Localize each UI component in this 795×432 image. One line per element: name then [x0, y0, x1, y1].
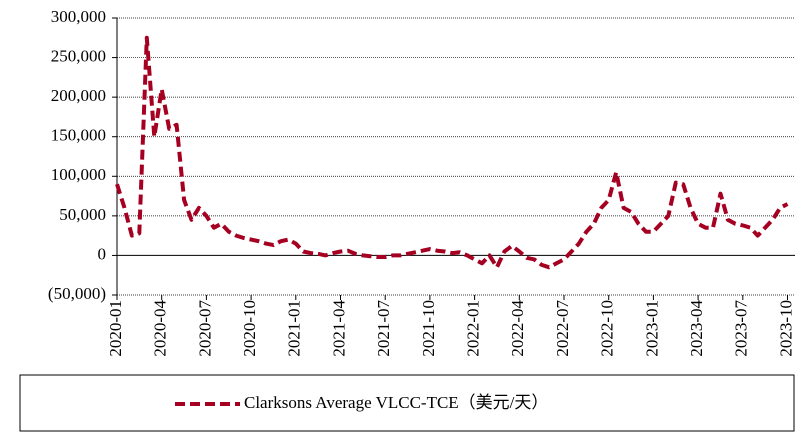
x-tick-label: 2023-10 [776, 300, 795, 357]
legend-label: Clarksons Average VLCC-TCE（美元/天） [244, 393, 548, 412]
x-tick-label: 2021-07 [374, 300, 393, 357]
y-tick-label: 250,000 [51, 46, 106, 65]
x-tick-label: 2020-10 [240, 300, 259, 357]
y-tick-label: 200,000 [51, 86, 106, 105]
series-line [115, 35, 789, 270]
legend-box [19, 374, 795, 432]
y-tick-label: (50,000) [48, 284, 106, 303]
x-tick-label: 2022-01 [464, 300, 483, 357]
x-tick-label: 2020-07 [195, 300, 214, 357]
y-tick-label: 100,000 [51, 165, 106, 184]
x-tick-label: 2022-04 [508, 300, 527, 357]
x-tick-label: 2023-01 [642, 300, 661, 357]
x-tick-label: 2020-01 [106, 300, 125, 357]
x-tick-label: 2022-10 [598, 300, 617, 357]
x-tick-label: 2021-04 [329, 300, 348, 357]
x-tick-label: 2021-01 [285, 300, 304, 357]
x-tick-label: 2022-07 [553, 300, 572, 357]
x-tick-label: 2023-04 [687, 300, 706, 357]
y-tick-label: 0 [98, 244, 107, 263]
y-tick-label: 50,000 [59, 205, 106, 224]
x-tick-label: 2023-07 [732, 300, 751, 357]
x-tick-label: 2021-10 [419, 300, 438, 357]
x-tick-label: 2020-04 [151, 300, 170, 357]
y-tick-label: 300,000 [51, 7, 106, 26]
y-tick-label: 150,000 [51, 126, 106, 145]
